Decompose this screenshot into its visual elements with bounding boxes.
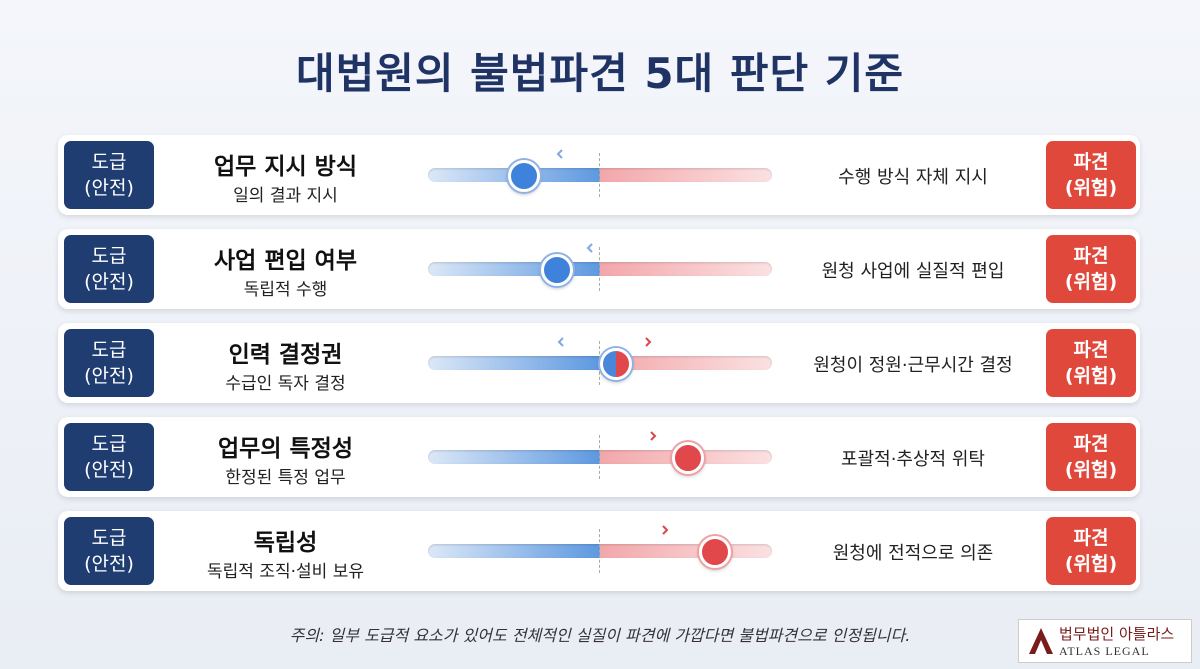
safe-badge: 도급 (안전) xyxy=(64,141,154,209)
slider-knob xyxy=(600,348,632,380)
safe-case: 한정된 특정 업무 xyxy=(225,468,346,488)
slider-track xyxy=(428,450,772,464)
badge-text: 도급 xyxy=(91,339,127,361)
safe-case: 독립적 조직·설비 보유 xyxy=(207,562,364,582)
criterion-title: 독립성 xyxy=(253,530,318,556)
badge-text: (위험) xyxy=(1064,459,1118,481)
risk-case: 원청 사업에 실질적 편입 xyxy=(821,261,1005,282)
safe-case: 일의 결과 지시 xyxy=(233,186,338,206)
criterion-title: 업무 지시 방식 xyxy=(214,154,357,180)
footnote: 주의: 일부 도급적 요소가 있어도 전체적인 실질이 파견에 가깝다면 불법파… xyxy=(289,626,911,645)
slider-arrow xyxy=(556,149,563,159)
slider-center xyxy=(599,529,600,573)
risk-case: 원청이 정원·근무시간 결정 xyxy=(813,355,1013,376)
badge-text: (위험) xyxy=(1064,271,1118,293)
badge-text: (위험) xyxy=(1064,553,1118,575)
badge-text: 파견 xyxy=(1073,433,1109,455)
slider-arrow xyxy=(645,337,652,347)
safe-badge: 도급 (안전) xyxy=(64,235,154,303)
badge-text: 도급 xyxy=(91,433,127,455)
slider-knob xyxy=(699,536,731,568)
criterion-title: 사업 편입 여부 xyxy=(214,248,357,274)
badge-text: 파견 xyxy=(1073,151,1109,173)
safe-badge: 도급 (안전) xyxy=(64,423,154,491)
criterion-title: 업무의 특정성 xyxy=(218,436,353,462)
risk-case: 포괄적·추상적 위탁 xyxy=(841,449,985,470)
badge-text: (안전) xyxy=(84,459,134,481)
badge-text: (안전) xyxy=(84,365,134,387)
badge-text: (안전) xyxy=(84,271,134,293)
logo-name: 법무법인 아틀라스 xyxy=(1059,625,1175,643)
slider-knob xyxy=(508,160,540,192)
slider-arrow xyxy=(662,525,669,535)
slider-track xyxy=(428,262,772,276)
slider-knob xyxy=(672,442,704,474)
safe-case: 수급인 독자 결정 xyxy=(225,374,346,394)
risk-badge: 파견 (위험) xyxy=(1046,235,1136,303)
title: 대법원의 불법파견 5대 판단 기준 xyxy=(295,49,905,98)
badge-text: 도급 xyxy=(91,245,127,267)
risk-case: 수행 방식 자체 지시 xyxy=(838,167,988,188)
safe-case: 독립적 수행 xyxy=(243,280,328,300)
logo-icon xyxy=(1029,628,1053,654)
risk-badge: 파견 (위험) xyxy=(1046,423,1136,491)
safe-badge: 도급 (안전) xyxy=(64,517,154,585)
risk-badge: 파견 (위험) xyxy=(1046,517,1136,585)
badge-text: 파견 xyxy=(1073,339,1109,361)
slider-center xyxy=(599,341,600,385)
logo: 법무법인 아틀라스 ATLAS LEGAL xyxy=(1018,619,1192,663)
badge-text: 도급 xyxy=(91,527,127,549)
risk-badge: 파견 (위험) xyxy=(1046,141,1136,209)
slider-knob xyxy=(541,254,573,286)
badge-text: 파견 xyxy=(1073,245,1109,267)
badge-text: (위험) xyxy=(1064,177,1118,199)
slider-center xyxy=(599,247,600,291)
badge-text: (안전) xyxy=(84,553,134,575)
slider-arrow xyxy=(586,243,593,253)
slider-center xyxy=(599,153,600,197)
slider-arrow xyxy=(650,431,657,441)
criterion-title: 인력 결정권 xyxy=(228,342,343,368)
slider-track xyxy=(428,544,772,558)
risk-badge: 파견 (위험) xyxy=(1046,329,1136,397)
badge-text: (위험) xyxy=(1064,365,1118,387)
badge-text: (안전) xyxy=(84,177,134,199)
slider-track xyxy=(428,168,772,182)
slider-arrow xyxy=(557,337,564,347)
badge-text: 파견 xyxy=(1073,527,1109,549)
risk-case: 원청에 전적으로 의존 xyxy=(832,543,994,564)
slider-center xyxy=(599,435,600,479)
badge-text: 도급 xyxy=(91,151,127,173)
safe-badge: 도급 (안전) xyxy=(64,329,154,397)
logo-english: ATLAS LEGAL xyxy=(1059,644,1150,658)
